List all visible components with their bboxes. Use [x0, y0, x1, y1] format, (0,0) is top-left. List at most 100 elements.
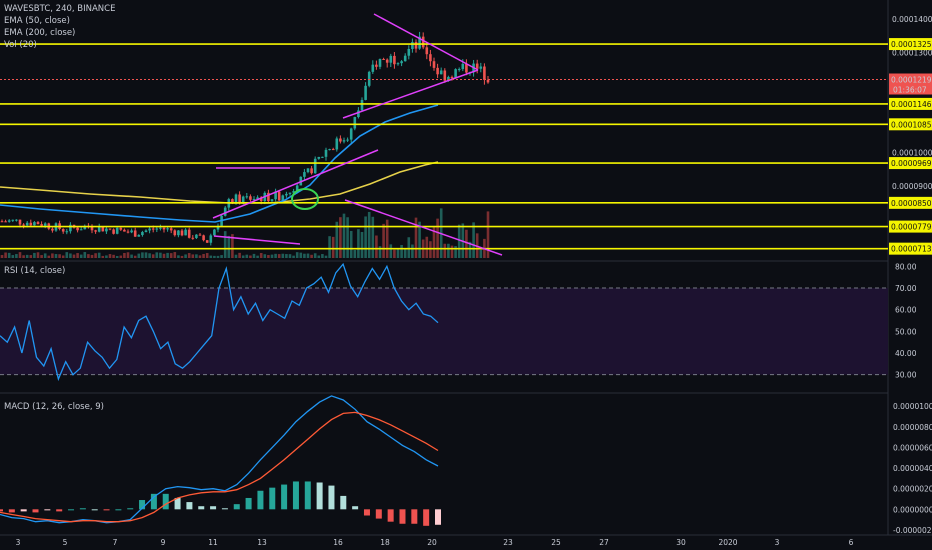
candle-body: [339, 138, 342, 142]
volume-bar: [51, 253, 54, 258]
volume-bar: [123, 252, 126, 258]
candle-body: [454, 69, 457, 79]
time-axis[interactable]: 3 5 7 9 11 13 16 18 20 23 25 27 30 2020 3 6: [16, 538, 854, 547]
macd-histogram-bar: [399, 509, 406, 524]
macd-label: MACD (12, 26, close, 9): [4, 402, 104, 412]
volume-bar: [364, 216, 367, 258]
macd-histogram-bar: [221, 508, 228, 510]
horizontal-levels[interactable]: 0.00013250.00011460.00010850.00009690.00…: [0, 38, 932, 255]
candle-body: [457, 69, 461, 71]
level-tag-label: 0.0001325: [891, 40, 932, 49]
volume-bar: [385, 219, 389, 258]
candle-body: [0, 221, 4, 223]
candle-body: [184, 229, 187, 236]
candle-body: [393, 55, 396, 65]
rsi-band-fill: [0, 288, 888, 375]
candle-body: [4, 221, 7, 223]
candle-body: [450, 76, 454, 79]
volume-bar: [443, 243, 447, 258]
volume-bar: [101, 255, 105, 258]
countdown-label: 01:36:07: [893, 86, 927, 95]
macd-histogram-bar: [8, 509, 15, 513]
candle-body: [83, 225, 87, 230]
trendlines[interactable]: [212, 13, 503, 256]
volume-bar: [414, 217, 418, 258]
volume-bar: [353, 249, 357, 258]
volume-bar: [234, 254, 238, 258]
volume-bar: [76, 253, 79, 258]
volume-bar: [241, 255, 245, 258]
candle-body: [375, 64, 378, 67]
volume-bar: [256, 255, 259, 258]
candle-body: [447, 76, 450, 81]
time-tick-label: 3: [775, 538, 780, 547]
price-tick-label: 0.0001400: [892, 15, 932, 24]
price-axis[interactable]: 0.0001400 0.0001300 0.0001000 0.0000900: [892, 15, 932, 191]
candle-body: [256, 197, 259, 200]
volume-bar: [29, 255, 33, 258]
candle-body: [22, 224, 25, 226]
volume-bar: [180, 255, 184, 258]
candle-body: [349, 128, 353, 140]
time-tick-label: 23: [503, 538, 513, 547]
candle-body: [389, 55, 393, 63]
candle-body: [61, 228, 65, 232]
level-tag-label: 0.0001085: [891, 120, 932, 129]
macd-histogram-bar: [0, 509, 3, 512]
volume-bar: [79, 254, 83, 258]
macd-panel[interactable]: 0.0000100 0.0000080 0.0000060 0.0000040 0.00…: [0, 395, 932, 535]
level-tag-label: 0.0000713: [891, 245, 932, 254]
macd-histogram-bar: [210, 506, 217, 510]
volume-bar: [425, 236, 429, 258]
candle-body: [382, 58, 385, 60]
volume-bar: [277, 254, 281, 258]
volume-bar: [36, 252, 40, 258]
volume-label: Vol (20): [4, 40, 37, 50]
candle-body: [29, 222, 33, 226]
volume-bar: [119, 255, 123, 258]
volume-bar: [0, 255, 4, 258]
volume-bar: [389, 244, 393, 258]
candle-body: [357, 110, 360, 118]
candle-body: [306, 168, 310, 173]
volume-bar: [130, 254, 133, 258]
candle-body: [180, 230, 184, 236]
candle-body: [43, 223, 47, 226]
volume-bar: [400, 244, 403, 258]
volume-bar: [108, 254, 112, 258]
volume-bar: [335, 221, 339, 258]
volume-bar: [342, 213, 346, 258]
volume-bar: [306, 253, 310, 258]
candle-body: [76, 227, 79, 231]
macd-histogram-bar: [352, 506, 359, 510]
volume-bar: [407, 237, 411, 258]
volume-bar: [166, 252, 169, 258]
candle-body: [119, 227, 123, 230]
candle-body: [414, 42, 418, 49]
level-tag-label: 0.0001146: [891, 100, 932, 109]
volume-bar: [292, 255, 295, 258]
candle-body: [483, 66, 486, 80]
rsi-panel[interactable]: 80.00 70.00 60.00 50.00 40.00 30.00: [0, 262, 917, 382]
volume-bar: [249, 255, 252, 258]
candle-body: [238, 194, 241, 203]
macd-histogram-bar: [44, 509, 51, 511]
candle-body: [11, 219, 15, 221]
time-tick-label: 16: [333, 538, 343, 547]
candle-body: [385, 59, 389, 63]
volume-bar: [328, 236, 331, 258]
candle-body: [195, 234, 198, 238]
candle-body: [317, 156, 321, 159]
volume-bar: [288, 254, 292, 258]
volume-bar: [447, 243, 450, 258]
current-price-label: 0.0001219: [891, 76, 932, 85]
candle-body: [418, 36, 421, 49]
macd-histogram-bar: [316, 482, 323, 510]
candle-body: [40, 224, 43, 226]
time-tick-label: 13: [257, 538, 267, 547]
volume-bar: [285, 254, 288, 258]
volume-bar: [54, 254, 58, 258]
level-tag: [889, 220, 932, 233]
candle-body: [51, 228, 54, 231]
